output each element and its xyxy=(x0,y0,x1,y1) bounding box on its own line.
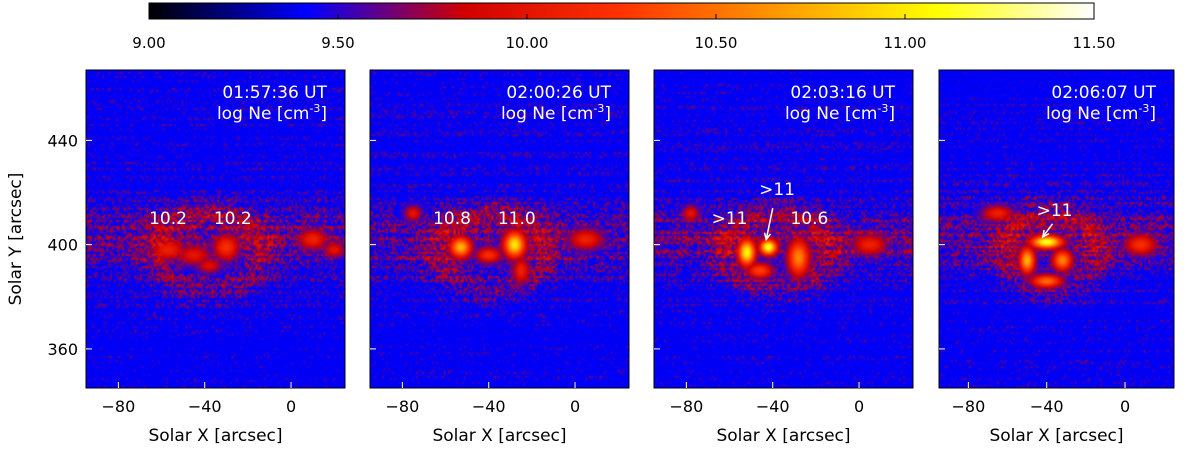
value-annotation: 10.6 xyxy=(790,209,828,229)
value-annotation: 10.2 xyxy=(149,209,187,229)
unit-close: ] xyxy=(604,104,611,124)
colorbar-tick-label: 9.50 xyxy=(321,34,354,52)
unit-close: ] xyxy=(888,104,895,124)
density-map xyxy=(939,70,1174,388)
colorbar-tick-label: 9.00 xyxy=(132,34,165,52)
panel-quantity: log Ne [cm-3] xyxy=(217,102,327,124)
colorbar-tick-label: 11.50 xyxy=(1073,34,1116,52)
quantity-label: log Ne [cm xyxy=(1046,104,1138,124)
plot-frame xyxy=(938,69,1175,389)
x-axis-label: Solar X [arcsec] xyxy=(148,426,282,446)
x-tick-label: 0 xyxy=(854,397,864,416)
x-tick-label: −40 xyxy=(188,397,222,416)
x-tick-label: −80 xyxy=(101,397,135,416)
value-annotation: 10.2 xyxy=(214,209,252,229)
panel-time: 02:06:07 UT xyxy=(1051,83,1156,103)
colorbar: 9.00 9.50 10.00 10.50 11.00 11.50 xyxy=(132,2,1116,52)
panel-time: 01:57:36 UT xyxy=(222,83,327,103)
y-tick-label: 440 xyxy=(47,131,78,150)
value-annotation: >11 xyxy=(712,209,748,229)
x-tick-label: −40 xyxy=(472,397,506,416)
y-tick-label: 400 xyxy=(47,236,78,255)
x-tick-label: −40 xyxy=(1030,397,1064,416)
x-axis-label: Solar X [arcsec] xyxy=(432,426,566,446)
density-map xyxy=(654,70,913,388)
panel-time: 02:03:16 UT xyxy=(790,83,895,103)
value-annotation: >11 xyxy=(759,180,795,200)
quantity-label: log Ne [cm xyxy=(785,104,877,124)
value-annotation: 11.0 xyxy=(498,209,536,229)
colorbar-tick-label: 10.00 xyxy=(506,34,549,52)
colorbar-gradient xyxy=(148,2,1095,20)
plot-frame xyxy=(369,69,630,389)
x-axis-label: Solar X [arcsec] xyxy=(989,426,1123,446)
unit-exponent: -3 xyxy=(593,102,604,115)
colorbar-tick-label: 11.00 xyxy=(884,34,927,52)
plot-frame xyxy=(85,69,346,389)
panel-quantity: log Ne [cm-3] xyxy=(501,102,611,124)
quantity-label: log Ne [cm xyxy=(501,104,593,124)
annotation-arrow xyxy=(763,207,774,242)
colorbar-tick-label: 10.50 xyxy=(695,34,738,52)
x-tick-label: −80 xyxy=(669,397,703,416)
value-annotation: 10.8 xyxy=(433,209,471,229)
x-axis-label: Solar X [arcsec] xyxy=(716,426,850,446)
x-tick-label: 0 xyxy=(570,397,580,416)
panel-time: 02:00:26 UT xyxy=(506,83,611,103)
x-tick-label: −80 xyxy=(385,397,419,416)
annotation-arrow xyxy=(1041,223,1054,239)
y-tick-label: 360 xyxy=(47,340,78,359)
unit-close: ] xyxy=(320,104,327,124)
panel-quantity: log Ne [cm-3] xyxy=(785,102,895,124)
density-map xyxy=(86,70,345,388)
y-axis-label: Solar Y [arcsec] xyxy=(6,173,26,306)
x-tick-label: 0 xyxy=(286,397,296,416)
x-tick-label: 0 xyxy=(1120,397,1130,416)
quantity-label: log Ne [cm xyxy=(217,104,309,124)
plot-frame xyxy=(653,69,914,389)
unit-exponent: -3 xyxy=(309,102,320,115)
unit-exponent: -3 xyxy=(1138,102,1149,115)
panel-quantity: log Ne [cm-3] xyxy=(1046,102,1156,124)
unit-exponent: -3 xyxy=(877,102,888,115)
density-map xyxy=(370,70,629,388)
x-tick-label: −80 xyxy=(951,397,985,416)
x-tick-label: −40 xyxy=(756,397,790,416)
value-annotation: >11 xyxy=(1037,201,1073,221)
unit-close: ] xyxy=(1149,104,1156,124)
